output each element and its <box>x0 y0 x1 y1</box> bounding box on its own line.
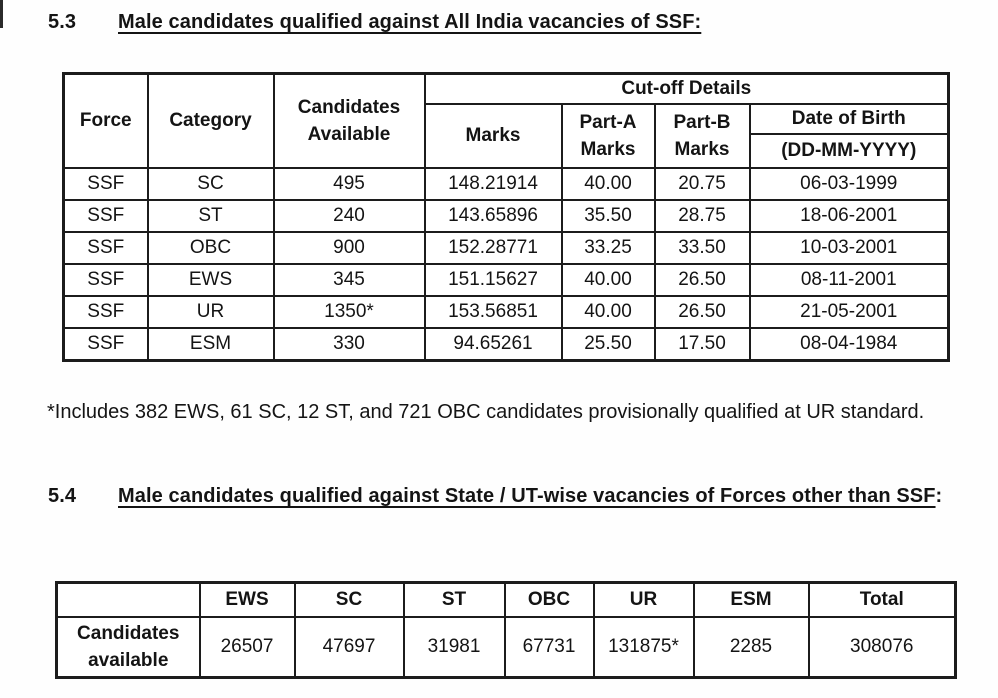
col-header-marks: Marks <box>423 103 563 169</box>
cell-available: 495 <box>272 167 426 201</box>
cell-marks: 151.15627 <box>423 263 563 297</box>
section-5-4-number: 5.4 <box>48 485 77 507</box>
cell-part-b: 20.75 <box>653 167 751 201</box>
cell-dob: 10-03-2001 <box>748 231 950 265</box>
section-5-4-heading: 5.4 Male candidates qualified against St… <box>48 480 978 513</box>
col-header-part-b-marks: Part-B Marks <box>653 103 751 169</box>
cell-part-a: 40.00 <box>560 167 656 201</box>
cell-available: 900 <box>272 231 426 265</box>
section-5-4-title: Male candidates qualified against State … <box>118 480 978 513</box>
cell-dob: 08-11-2001 <box>748 263 950 297</box>
cell-available: 240 <box>272 199 426 233</box>
cell-dob: 18-06-2001 <box>748 199 950 233</box>
cell-category: OBC <box>146 231 275 265</box>
cell-available: 330 <box>272 327 426 362</box>
col-header-part-a-marks: Part-A Marks <box>560 103 656 169</box>
table-row: SSF UR 1350* 153.56851 40.00 26.50 21-05… <box>62 295 950 329</box>
cell-marks: 148.21914 <box>423 167 563 201</box>
section-5-3-heading: 5.3 Male candidates qualified against Al… <box>48 6 978 39</box>
cell-category: EWS <box>146 263 275 297</box>
table-header-row: EWS SC ST OBC UR ESM Total <box>55 581 957 618</box>
cell-marks: 152.28771 <box>423 231 563 265</box>
section-5-3-title: Male candidates qualified against All In… <box>118 11 702 33</box>
cell-marks: 94.65261 <box>423 327 563 362</box>
cell-total-value: 308076 <box>807 616 957 679</box>
cell-force: SSF <box>62 199 149 233</box>
cell-available: 1350* <box>272 295 426 329</box>
col-header-sc: SC <box>293 581 405 618</box>
cell-force: SSF <box>62 295 149 329</box>
cell-part-b: 26.50 <box>653 295 751 329</box>
table-row: SSF EWS 345 151.15627 40.00 26.50 08-11-… <box>62 263 950 297</box>
statewise-candidates-table: EWS SC ST OBC UR ESM Total Candidates av… <box>55 581 957 679</box>
table-row: SSF OBC 900 152.28771 33.25 33.50 10-03-… <box>62 231 950 265</box>
table-row: SSF SC 495 148.21914 40.00 20.75 06-03-1… <box>62 167 950 201</box>
col-header-ur: UR <box>592 581 695 618</box>
section-5-4-title-colon: : <box>935 485 943 507</box>
cell-category: SC <box>146 167 275 201</box>
cell-st-value: 31981 <box>402 616 506 679</box>
col-header-obc: OBC <box>503 581 595 618</box>
cell-part-a: 35.50 <box>560 199 656 233</box>
cell-part-b: 17.50 <box>653 327 751 362</box>
cell-force: SSF <box>62 231 149 265</box>
cell-category: ST <box>146 199 275 233</box>
cell-part-a: 40.00 <box>560 295 656 329</box>
col-header-st: ST <box>402 581 506 618</box>
table-header-row: (DD-MM-YYYY) <box>64 133 950 169</box>
col-header-ews: EWS <box>198 581 296 618</box>
col-header-dob-format: (DD-MM-YYYY) <box>748 133 950 169</box>
row-label-candidates-available: Candidates available <box>55 616 201 679</box>
cell-part-b: 28.75 <box>653 199 751 233</box>
col-header-cutoff-details: Cut-off Details <box>423 72 950 105</box>
table-row: SSF ST 240 143.65896 35.50 28.75 18-06-2… <box>62 199 950 233</box>
cell-category: ESM <box>146 327 275 362</box>
cell-marks: 153.56851 <box>423 295 563 329</box>
col-header-empty <box>55 581 201 618</box>
cell-part-a: 33.25 <box>560 231 656 265</box>
col-header-candidates-available: Candidates Available <box>272 72 426 169</box>
cell-part-b: 26.50 <box>653 263 751 297</box>
table-row: Candidates available 26507 47697 31981 6… <box>55 616 957 679</box>
cell-force: SSF <box>62 327 149 362</box>
col-header-category: Category <box>146 72 275 169</box>
cell-available: 345 <box>272 263 426 297</box>
cell-sc-value: 47697 <box>293 616 405 679</box>
cell-ews-value: 26507 <box>198 616 296 679</box>
cell-dob: 08-04-1984 <box>748 327 950 362</box>
cell-dob: 06-03-1999 <box>748 167 950 201</box>
table-row: SSF ESM 330 94.65261 25.50 17.50 08-04-1… <box>62 327 950 362</box>
col-header-total: Total <box>807 581 957 618</box>
cell-category: UR <box>146 295 275 329</box>
cell-part-a: 40.00 <box>560 263 656 297</box>
scan-artifact-line <box>0 0 3 28</box>
footnote-ur-standard: *Includes 382 EWS, 61 SC, 12 ST, and 721… <box>47 401 925 423</box>
cell-force: SSF <box>62 167 149 201</box>
table-header-row: Marks Part-A Marks Part-B Marks Date of … <box>64 103 950 169</box>
col-header-esm: ESM <box>692 581 810 618</box>
cell-part-a: 25.50 <box>560 327 656 362</box>
cell-esm-value: 2285 <box>692 616 810 679</box>
col-header-force: Force <box>62 72 149 169</box>
col-header-date-of-birth: Date of Birth <box>748 103 950 135</box>
cell-dob: 21-05-2001 <box>748 295 950 329</box>
cell-marks: 143.65896 <box>423 199 563 233</box>
cell-part-b: 33.50 <box>653 231 751 265</box>
ssf-cutoff-table: Force Category Candidates Available Cut-… <box>62 72 951 362</box>
table-header-row: Force Category Candidates Available Cut-… <box>62 72 950 169</box>
cell-obc-value: 67731 <box>503 616 595 679</box>
section-5-3-number: 5.3 <box>48 11 77 33</box>
section-5-4-title-text: Male candidates qualified against State … <box>118 485 936 507</box>
cell-force: SSF <box>62 263 149 297</box>
cell-ur-value: 131875* <box>592 616 695 679</box>
